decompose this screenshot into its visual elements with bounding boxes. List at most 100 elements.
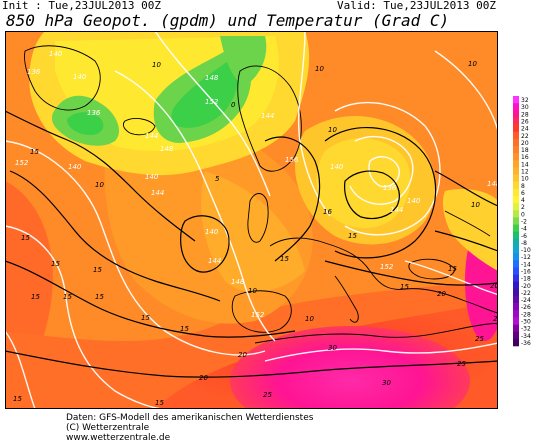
legend-label: -2 bbox=[521, 219, 527, 226]
legend-swatch bbox=[513, 210, 519, 218]
temperature-label: 15 bbox=[63, 293, 72, 301]
temperature-label: 30 bbox=[382, 379, 391, 387]
legend-swatch bbox=[513, 131, 519, 140]
legend-swatch bbox=[513, 288, 519, 297]
temperature-label: 15 bbox=[13, 395, 22, 403]
temperature-label: 10 bbox=[315, 65, 324, 73]
legend-swatch bbox=[513, 281, 519, 290]
legend-swatch bbox=[513, 224, 519, 233]
legend-swatch bbox=[513, 181, 519, 190]
coastlines bbox=[24, 45, 498, 344]
legend-label: -24 bbox=[521, 297, 531, 304]
legend-swatch bbox=[513, 324, 519, 333]
east-yellow-core bbox=[316, 138, 411, 229]
north-africa-coast bbox=[254, 323, 498, 344]
legend-label: -16 bbox=[521, 269, 531, 276]
geopotential-label: 140 bbox=[73, 73, 87, 81]
temperature-label: 20 bbox=[199, 374, 208, 382]
legend-label: 6 bbox=[521, 190, 525, 197]
legend-swatch bbox=[513, 196, 519, 204]
uk-coast bbox=[247, 193, 269, 243]
legend-label: 4 bbox=[521, 197, 525, 204]
legend-label: -18 bbox=[521, 276, 531, 283]
europe-orange-zone bbox=[201, 171, 305, 292]
geopotential-label: 152 bbox=[205, 98, 219, 106]
legend-label: 18 bbox=[521, 147, 529, 154]
isotherms bbox=[5, 31, 498, 409]
temperature-label: 20 bbox=[490, 282, 498, 290]
temperature-label: 15 bbox=[448, 265, 457, 273]
legend-swatch bbox=[513, 146, 519, 154]
legend-label: -32 bbox=[521, 326, 531, 333]
legend-swatch bbox=[513, 96, 519, 104]
footer-data-source: Daten: GFS-Modell des amerikanischen Wet… bbox=[66, 413, 314, 423]
legend-label: 14 bbox=[521, 161, 529, 168]
europe-coast bbox=[269, 237, 498, 314]
scandinavia-coast bbox=[237, 65, 302, 172]
map-frame bbox=[5, 31, 498, 409]
legend-swatch bbox=[513, 174, 519, 183]
legend-swatch bbox=[513, 267, 519, 275]
legend-label: -8 bbox=[521, 240, 527, 247]
legend-swatch bbox=[513, 260, 519, 268]
geopotential-label: 140 bbox=[68, 163, 82, 171]
legend-label: 8 bbox=[521, 183, 525, 190]
legend-label: -34 bbox=[521, 333, 531, 340]
temperature-label: 20 bbox=[493, 315, 498, 323]
legend-label: -30 bbox=[521, 319, 531, 326]
geopotential-label: 156 bbox=[285, 156, 299, 164]
temperature-label: 10 bbox=[152, 61, 161, 69]
legend-label: -14 bbox=[521, 261, 531, 268]
temperature-label: 10 bbox=[328, 126, 337, 134]
legend-label: 20 bbox=[521, 140, 529, 147]
temperature-label: 15 bbox=[95, 293, 104, 301]
temperature-label: 15 bbox=[280, 255, 289, 263]
legend-swatch bbox=[513, 310, 519, 318]
legend-label: -20 bbox=[521, 283, 531, 290]
legend-swatch bbox=[513, 117, 519, 125]
hot-core-north-africa bbox=[230, 326, 470, 409]
geopotential-label: 148 bbox=[205, 74, 219, 82]
legend-swatch bbox=[513, 338, 519, 347]
temperature-label: 10 bbox=[468, 60, 477, 68]
legend-label: 0 bbox=[521, 211, 525, 218]
geopotential-label: 152 bbox=[380, 263, 394, 271]
legend-swatch bbox=[513, 110, 519, 118]
legend-swatch bbox=[513, 203, 519, 211]
temperature-label: 25 bbox=[475, 335, 484, 343]
geopotential-label: 144 bbox=[261, 112, 274, 120]
temperature-label: 20 bbox=[437, 290, 446, 298]
east-cold-strip bbox=[442, 189, 498, 271]
geopotential-label: 148 bbox=[160, 145, 174, 153]
legend-swatch bbox=[513, 317, 519, 325]
italy-coast bbox=[334, 275, 359, 323]
black-sea-coast bbox=[408, 258, 456, 280]
legend-swatch bbox=[513, 138, 519, 147]
legend-swatch bbox=[513, 274, 519, 283]
legend-label: -6 bbox=[521, 233, 527, 240]
valid-label: Valid: Tue,23JUL2013 00Z bbox=[337, 0, 496, 12]
temperature-label: 0 bbox=[231, 101, 236, 109]
temperature-label: 10 bbox=[95, 181, 104, 189]
temperature-legend: 32302826242220181614121086420-2-4-6-8-10… bbox=[513, 96, 531, 347]
geopotential-label: 144 bbox=[145, 132, 158, 140]
temperature-label: 15 bbox=[348, 232, 357, 240]
legend-label: 30 bbox=[521, 104, 529, 111]
temperature-label: 10 bbox=[248, 287, 257, 295]
map-title: 850 hPa Geopot. (gpdm) und Temperatur (G… bbox=[6, 11, 450, 30]
temperature-label: 15 bbox=[51, 260, 60, 268]
temperature-label-layer: 1015101515151515151515101516151515202020… bbox=[13, 60, 498, 407]
geopotential-label: 144 bbox=[151, 189, 164, 197]
legend-label: 24 bbox=[521, 126, 529, 133]
legend-swatch bbox=[513, 303, 519, 311]
legend-label: -28 bbox=[521, 311, 531, 318]
legend-swatch bbox=[513, 188, 519, 197]
temperature-label: 15 bbox=[180, 325, 189, 333]
geopotential-label: 148 bbox=[231, 278, 245, 286]
cold-pool-west-core bbox=[67, 112, 104, 135]
legend-label: 32 bbox=[521, 97, 529, 104]
temperature-label: 10 bbox=[305, 315, 314, 323]
geopotential-label: 136 bbox=[87, 109, 101, 117]
temperature-label: 15 bbox=[30, 148, 39, 156]
geopotential-label: 140 bbox=[49, 50, 63, 58]
